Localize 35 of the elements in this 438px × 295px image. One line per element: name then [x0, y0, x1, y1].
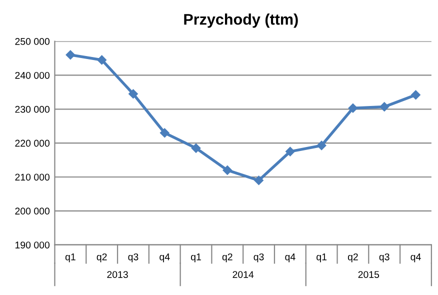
y-tick-label: 250 000	[15, 38, 50, 45]
chart-title: Przychody (ttm)	[184, 14, 298, 28]
text: 2014	[232, 271, 254, 278]
y-tick-label: 240 000	[15, 72, 50, 79]
point	[97, 55, 106, 65]
y-tick-label: 190 000	[15, 242, 50, 248]
x-tick-label: q2	[222, 253, 232, 262]
x-tick-label: q4	[285, 254, 296, 262]
point	[348, 104, 358, 113]
x-tick-label: q4	[160, 254, 170, 262]
x-tick-label: q2	[348, 253, 358, 262]
x-tick-label: q3	[254, 253, 264, 262]
x-tick-label: q2	[96, 253, 107, 262]
x-tick-label: q3	[128, 253, 138, 262]
point	[66, 50, 76, 60]
point	[254, 176, 264, 186]
text: 2015	[358, 271, 380, 278]
x-tick-label: q1	[316, 254, 326, 262]
y-tick-label: 210 000	[15, 174, 50, 181]
point	[191, 144, 201, 153]
x-tick-label: q4	[410, 254, 421, 262]
x-tick-label: q1	[65, 254, 76, 262]
point	[160, 128, 170, 138]
point	[286, 146, 295, 156]
y-tick-label: 200 000	[15, 208, 50, 215]
point	[222, 166, 232, 175]
point	[128, 89, 138, 99]
x-tick-label: q3	[379, 253, 390, 262]
point	[316, 140, 326, 150]
point	[411, 90, 420, 100]
y-tick-label: 220 000	[15, 140, 50, 147]
y-tick-label: 230 000	[15, 106, 50, 113]
text: 2013	[107, 271, 128, 278]
x-tick-label: q1	[191, 254, 201, 262]
point	[380, 102, 389, 112]
